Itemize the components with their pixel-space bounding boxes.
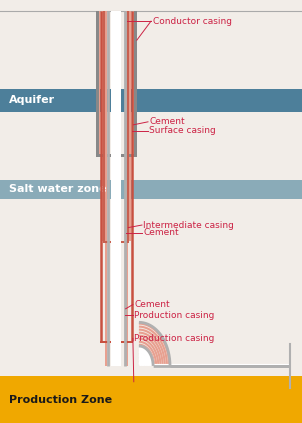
Text: Cement: Cement (143, 228, 179, 237)
Text: Aquifer: Aquifer (9, 96, 55, 105)
Polygon shape (126, 11, 127, 366)
Polygon shape (0, 180, 302, 199)
Polygon shape (153, 365, 170, 367)
Polygon shape (111, 11, 121, 366)
Polygon shape (133, 11, 134, 154)
Polygon shape (129, 11, 131, 241)
Polygon shape (101, 11, 103, 241)
Text: Production Zone: Production Zone (9, 395, 112, 405)
Text: Production casing: Production casing (134, 334, 215, 343)
Text: Surface casing: Surface casing (149, 126, 216, 135)
Polygon shape (134, 11, 137, 154)
Text: Conductor casing: Conductor casing (153, 16, 232, 26)
Polygon shape (100, 341, 133, 343)
Polygon shape (99, 11, 100, 154)
Text: Production casing: Production casing (134, 310, 215, 320)
Text: Cement: Cement (149, 117, 185, 126)
Text: Intermediate casing: Intermediate casing (143, 220, 234, 230)
Polygon shape (103, 241, 129, 243)
Polygon shape (96, 11, 99, 154)
Text: Salt water zone: Salt water zone (9, 184, 107, 194)
Text: Cement: Cement (134, 300, 170, 309)
Polygon shape (0, 376, 302, 423)
Polygon shape (96, 154, 137, 157)
Polygon shape (0, 89, 302, 112)
Polygon shape (105, 11, 107, 366)
